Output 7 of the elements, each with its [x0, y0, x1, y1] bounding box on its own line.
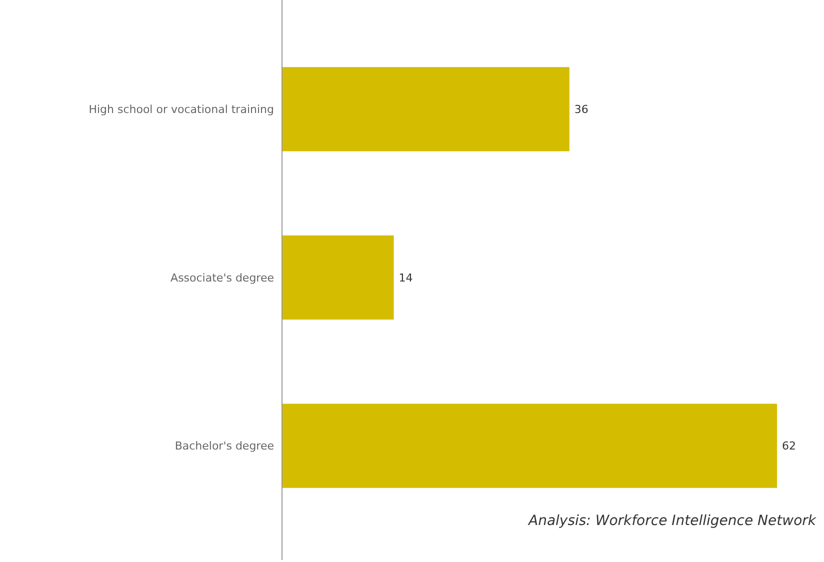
y-tick-label: Associate's degree	[170, 271, 274, 284]
annotation: Analysis: Workforce Intelligence Network	[528, 513, 817, 529]
y-tick-label: Bachelor's degree	[174, 440, 274, 453]
data-label: 14	[398, 271, 413, 284]
y-tick-label: High school or vocational training	[88, 103, 274, 116]
data-label: 36	[574, 103, 588, 116]
data-label: 62	[782, 440, 796, 453]
